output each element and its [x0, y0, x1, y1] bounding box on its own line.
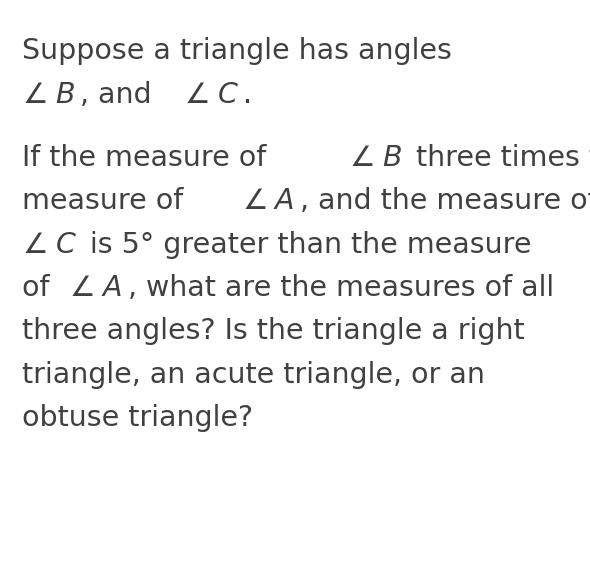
Text: , and: , and	[80, 81, 161, 109]
Text: three times the: three times the	[407, 144, 590, 172]
Text: obtuse triangle?: obtuse triangle?	[22, 404, 254, 432]
Text: Suppose a triangle has angles: Suppose a triangle has angles	[22, 37, 461, 65]
Text: , what are the measures of all: , what are the measures of all	[127, 274, 553, 302]
Text: triangle, an acute triangle, or an: triangle, an acute triangle, or an	[22, 361, 486, 389]
Text: ∠: ∠	[242, 187, 268, 215]
Text: If the measure of: If the measure of	[22, 144, 276, 172]
Text: of: of	[22, 274, 59, 302]
Text: B: B	[55, 81, 75, 109]
Text: ∠: ∠	[185, 81, 210, 109]
Text: B: B	[382, 144, 402, 172]
Text: , and the measure of: , and the measure of	[300, 187, 590, 215]
Text: ∠: ∠	[349, 144, 375, 172]
Text: is 5° greater than the measure: is 5° greater than the measure	[81, 231, 532, 259]
Text: three angles? Is the triangle a right: three angles? Is the triangle a right	[22, 317, 525, 345]
Text: A: A	[103, 274, 122, 302]
Text: A: A	[275, 187, 294, 215]
Text: C: C	[55, 231, 75, 259]
Text: .: .	[243, 81, 252, 109]
Text: ∠: ∠	[70, 274, 95, 302]
Text: ∠: ∠	[589, 37, 590, 65]
Text: ∠: ∠	[22, 231, 48, 259]
Text: C: C	[218, 81, 237, 109]
Text: ∠: ∠	[22, 81, 48, 109]
Text: measure of: measure of	[22, 187, 193, 215]
